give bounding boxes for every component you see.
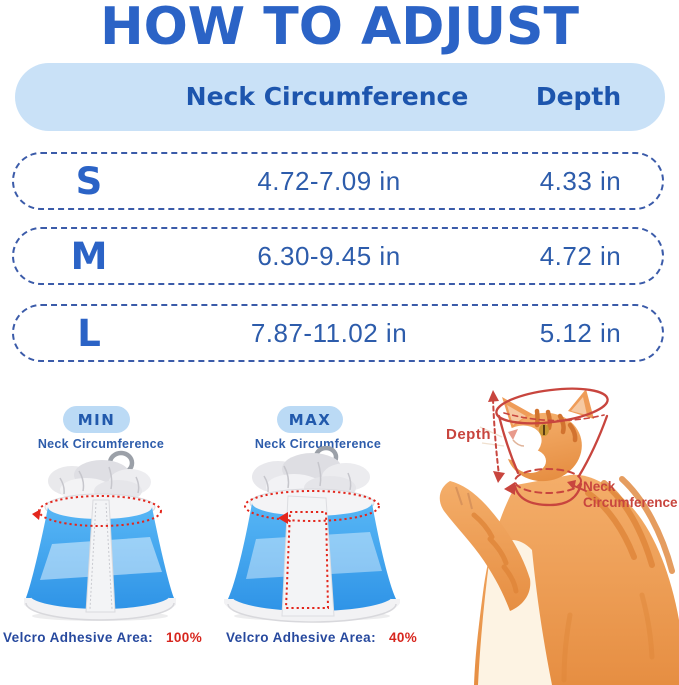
collar-illustration-min xyxy=(24,450,176,621)
cat-raised-paw xyxy=(439,481,531,611)
min-badge: MIN xyxy=(63,406,130,433)
velcro-percent: 100% xyxy=(165,630,203,645)
bottom-rim xyxy=(24,596,176,619)
neck-range-value: 4.72-7.09 in xyxy=(257,165,401,196)
size-table-header: Neck Circumference Depth xyxy=(15,63,665,131)
collar-illustration-max xyxy=(224,446,400,623)
velcro-label: Velcro Adhesive Area: xyxy=(3,630,153,645)
adhesive-area-marker xyxy=(244,490,380,609)
header-neck-circumference: Neck Circumference xyxy=(185,82,469,111)
velcro-strip-exposed xyxy=(281,495,335,617)
neck-circumference-marker xyxy=(32,495,162,527)
max-cone-caption: Neck Circumference xyxy=(254,437,382,451)
neck-range-value: 6.30-9.45 in xyxy=(257,240,401,271)
bottom-rim-edge xyxy=(25,602,175,621)
depth-annotation: Depth xyxy=(446,426,491,443)
depth-value: 4.33 in xyxy=(539,165,622,196)
min-cone-caption: Neck Circumference xyxy=(37,437,165,451)
page-title: HOW TO ADJUST xyxy=(100,0,579,57)
velcro-area-min: Velcro Adhesive Area: 100% xyxy=(3,630,202,645)
cat-body xyxy=(474,474,679,685)
cat-illustration xyxy=(439,387,679,685)
max-badge: MAX xyxy=(277,406,343,433)
max-badge-label: MAX xyxy=(288,410,332,429)
velcro-area-max: Velcro Adhesive Area: 40% xyxy=(226,630,417,645)
table-row-size-l: L 7.87-11.02 in 5.12 in xyxy=(12,304,664,362)
neck-range-value: 7.87-11.02 in xyxy=(250,317,408,348)
velcro-strip xyxy=(85,499,116,613)
bottom-rim-edge xyxy=(227,603,397,623)
depth-measure-line xyxy=(492,398,500,476)
header-depth: Depth xyxy=(535,82,622,111)
depth-value: 5.12 in xyxy=(539,317,622,348)
min-badge-label: MIN xyxy=(77,410,116,429)
size-letter: L xyxy=(77,311,101,355)
neck-circumference-annotation: Neck Circumference xyxy=(583,479,678,511)
cone-measurement-overlay xyxy=(488,387,609,507)
velcro-percent: 40% xyxy=(388,630,418,645)
size-letter: M xyxy=(70,234,108,278)
table-row-size-s: S 4.72-7.09 in 4.33 in xyxy=(12,152,664,210)
neck-annotation-line2: Circumference xyxy=(583,495,678,510)
cat-nose xyxy=(508,429,518,440)
table-row-size-m: M 6.30-9.45 in 4.72 in xyxy=(12,227,664,285)
depth-value: 4.72 in xyxy=(539,240,622,271)
size-letter: S xyxy=(75,159,103,203)
neck-annotation-line1: Neck xyxy=(583,479,616,494)
velcro-label: Velcro Adhesive Area: xyxy=(226,630,376,645)
